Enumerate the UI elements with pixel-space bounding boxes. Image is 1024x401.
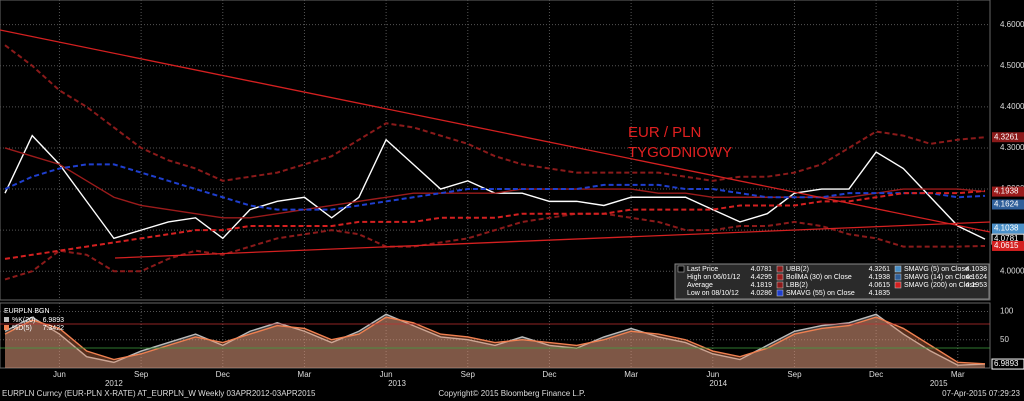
price-flag-label: 4.0615 <box>994 241 1019 250</box>
legend-value: 4.0615 <box>869 282 891 289</box>
legend-label: Last Price <box>687 266 718 273</box>
price-flag-label: 6.9893 <box>994 359 1019 368</box>
series-line <box>4 313 986 366</box>
legend-label: SMAVG (55) on Close <box>786 290 855 297</box>
price-flag <box>991 358 1024 370</box>
price-flag <box>992 240 1024 251</box>
legend-value: 4.1038 <box>966 266 988 273</box>
x-tick-label: Mar <box>951 370 965 379</box>
y-tick-label: 50 <box>1000 335 1009 344</box>
legend-label: SMAVG (14) on Close <box>904 274 973 281</box>
x-tick-label: Jun <box>53 370 66 379</box>
annotation: TYGODNIOWY <box>628 144 732 161</box>
price-panel: 4.00004.10004.20004.30004.40004.50004.60… <box>0 0 1024 301</box>
x-tick-label: Sep <box>461 370 476 379</box>
stoch-title: EURPLN BGN <box>4 308 50 315</box>
price-flag <box>992 186 1024 197</box>
trend-line <box>114 221 991 259</box>
legend-swatch <box>677 265 685 273</box>
series-line <box>4 189 986 260</box>
price-flag <box>992 223 1024 234</box>
footer-center: Copyright© 2015 Bloomberg Finance L.P. <box>438 389 585 398</box>
legend-box <box>674 263 990 300</box>
x-tick-label: Dec <box>542 370 556 379</box>
x-tick-label: Jun <box>706 370 719 379</box>
legend-swatch <box>776 265 784 273</box>
legend-label: Average <box>687 282 713 289</box>
legend-swatch <box>894 265 902 273</box>
legend-label: LBB(2) <box>786 282 808 289</box>
x-tick-label: Jun <box>380 370 393 379</box>
price-flag-label: 4.1938 <box>994 187 1019 196</box>
legend-value: 4.1835 <box>869 290 891 297</box>
year-label: 2013 <box>388 379 406 388</box>
series-line <box>4 212 986 281</box>
x-tick-label: Dec <box>216 370 230 379</box>
legend-label: Low on 08/10/12 <box>687 290 739 297</box>
legend-swatch <box>776 281 784 289</box>
legend-label: UBB(2) <box>786 266 809 273</box>
legend-swatch <box>776 273 784 281</box>
year-label: 2014 <box>709 379 727 388</box>
legend-swatch <box>894 281 902 289</box>
price-flag <box>992 199 1024 210</box>
price-flag <box>992 132 1024 143</box>
x-tick-label: Sep <box>134 370 149 379</box>
legend-label: SMAVG (200) on Close <box>904 282 977 289</box>
legend-value: 4.0781 <box>751 266 773 273</box>
y-tick-label: 4.0000 <box>1000 266 1024 275</box>
legend-swatch <box>776 289 784 297</box>
legend-value: 4.1624 <box>966 274 988 281</box>
panel-frame <box>0 302 991 369</box>
y-tick-label: 4.5000 <box>1000 61 1024 70</box>
footer-right: 07-Apr-2015 07:29:23 <box>942 389 1020 398</box>
legend-value: 4.1819 <box>751 282 773 289</box>
x-tick-label: Mar <box>624 370 638 379</box>
x-tick-label: Sep <box>787 370 802 379</box>
legend-swatch <box>894 273 902 281</box>
price-flag-label: 4.3261 <box>994 132 1019 141</box>
year-label: 2015 <box>930 379 948 388</box>
legend-label: High on 06/01/12 <box>687 274 740 281</box>
annotation: EUR / PLN <box>628 124 701 141</box>
legend-value: 7.3422 <box>43 325 65 332</box>
panel-frame <box>0 0 991 301</box>
price-flag-label: 4.1038 <box>994 224 1019 233</box>
legend-label: BollMA (30) on Close <box>786 274 852 281</box>
series-line <box>4 163 986 211</box>
x-tick-label: Mar <box>298 370 312 379</box>
legend-value: 4.4295 <box>751 274 773 281</box>
year-label: 2012 <box>105 379 123 388</box>
legend-value: 4.1938 <box>869 274 891 281</box>
footer-left: EURPLN Curncy (EUR-PLN X-RATE) AT_EURPLN… <box>2 389 316 398</box>
legend-swatch <box>4 325 9 330</box>
legend-label: SMAVG (5) on Close <box>904 266 969 273</box>
series-line <box>4 316 986 365</box>
legend-value: 4.0286 <box>751 290 773 297</box>
legend-value: 4.1953 <box>966 282 988 289</box>
stoch-panel: 50 100 <box>0 302 1014 369</box>
y-tick-label: 4.4000 <box>1000 102 1024 111</box>
area <box>5 314 985 368</box>
price-flag-label: 4.0781 <box>994 234 1019 243</box>
legend-value: 4.3261 <box>869 266 891 273</box>
y-tick-label: 4.3000 <box>1000 143 1024 152</box>
x-tick-label: Dec <box>869 370 883 379</box>
legend-swatch <box>4 317 9 322</box>
series-line <box>4 44 986 182</box>
y-tick-label: 4.6000 <box>1000 20 1024 29</box>
y-tick-label: 100 <box>1000 307 1014 316</box>
trend-line <box>0 29 991 233</box>
legend-label: %K(20) <box>12 317 35 324</box>
price-flag-label: 4.1624 <box>994 200 1019 209</box>
legend-label: %D(5) <box>12 325 32 332</box>
legend-value: 6.9893 <box>43 317 65 324</box>
